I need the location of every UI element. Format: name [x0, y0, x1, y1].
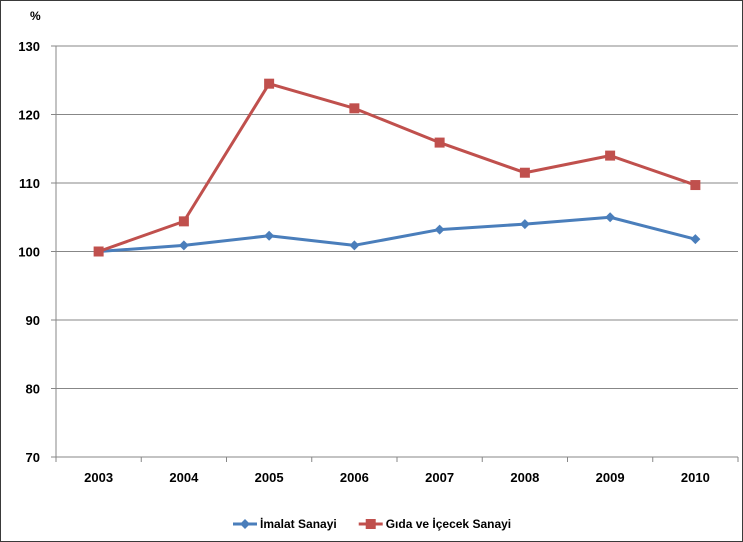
x-tick-label-2006: 2006: [340, 470, 369, 485]
gridlines: [56, 45, 738, 389]
legend: İmalat Sanayi Gıda ve İçecek Sanayi: [233, 516, 511, 531]
y-tick-label-130: 130: [18, 39, 40, 54]
data-point-2006: [349, 103, 360, 114]
data-point-2005: [264, 230, 275, 241]
x-tick-labels: 2003 2004 2005 2006 2007 2008 2009 2010: [84, 470, 710, 485]
axes: [51, 45, 739, 462]
y-tick-labels: 70 80 90 100 110 120 130: [18, 39, 40, 465]
data-point-2005: [264, 78, 275, 89]
data-point-2004: [178, 216, 189, 227]
legend-item-1: İmalat Sanayi: [233, 516, 337, 531]
legend-label: İmalat Sanayi: [260, 516, 337, 531]
x-tick-label-2005: 2005: [255, 470, 284, 485]
series-line-2: [98, 82, 696, 253]
legend-label: Gıda ve İçecek Sanayi: [386, 516, 511, 531]
y-tick-label-70: 70: [26, 450, 40, 465]
series-group: [93, 78, 701, 257]
x-tick-label-2010: 2010: [681, 470, 710, 485]
data-point-2009: [605, 150, 616, 161]
series-2: [93, 78, 701, 257]
data-point-2004: [178, 240, 189, 251]
y-axis-unit-label: %: [30, 9, 41, 23]
data-point-2010: [690, 180, 701, 191]
data-point-2007: [434, 137, 445, 148]
data-point-2009: [605, 212, 616, 223]
y-tick-label-80: 80: [26, 382, 40, 397]
data-point-2008: [519, 167, 530, 178]
x-tick-label-2003: 2003: [84, 470, 113, 485]
data-point-2010: [690, 234, 701, 245]
legend-item-2: Gıda ve İçecek Sanayi: [358, 516, 511, 531]
y-tick-label-100: 100: [18, 245, 40, 260]
data-point-2008: [519, 219, 530, 230]
legend-marker: [240, 519, 250, 529]
data-point-2007: [434, 224, 445, 235]
y-tick-label-90: 90: [26, 313, 40, 328]
legend-marker: [365, 519, 376, 529]
series-line-1: [98, 215, 696, 253]
y-tick-label-110: 110: [19, 176, 40, 191]
x-tick-label-2004: 2004: [169, 470, 199, 485]
x-tick-label-2009: 2009: [596, 470, 625, 485]
data-point-2006: [349, 240, 360, 251]
y-tick-label-120: 120: [18, 108, 40, 123]
x-tick-label-2008: 2008: [510, 470, 539, 485]
x-tick-label-2007: 2007: [425, 470, 454, 485]
data-point-2003: [93, 246, 104, 257]
